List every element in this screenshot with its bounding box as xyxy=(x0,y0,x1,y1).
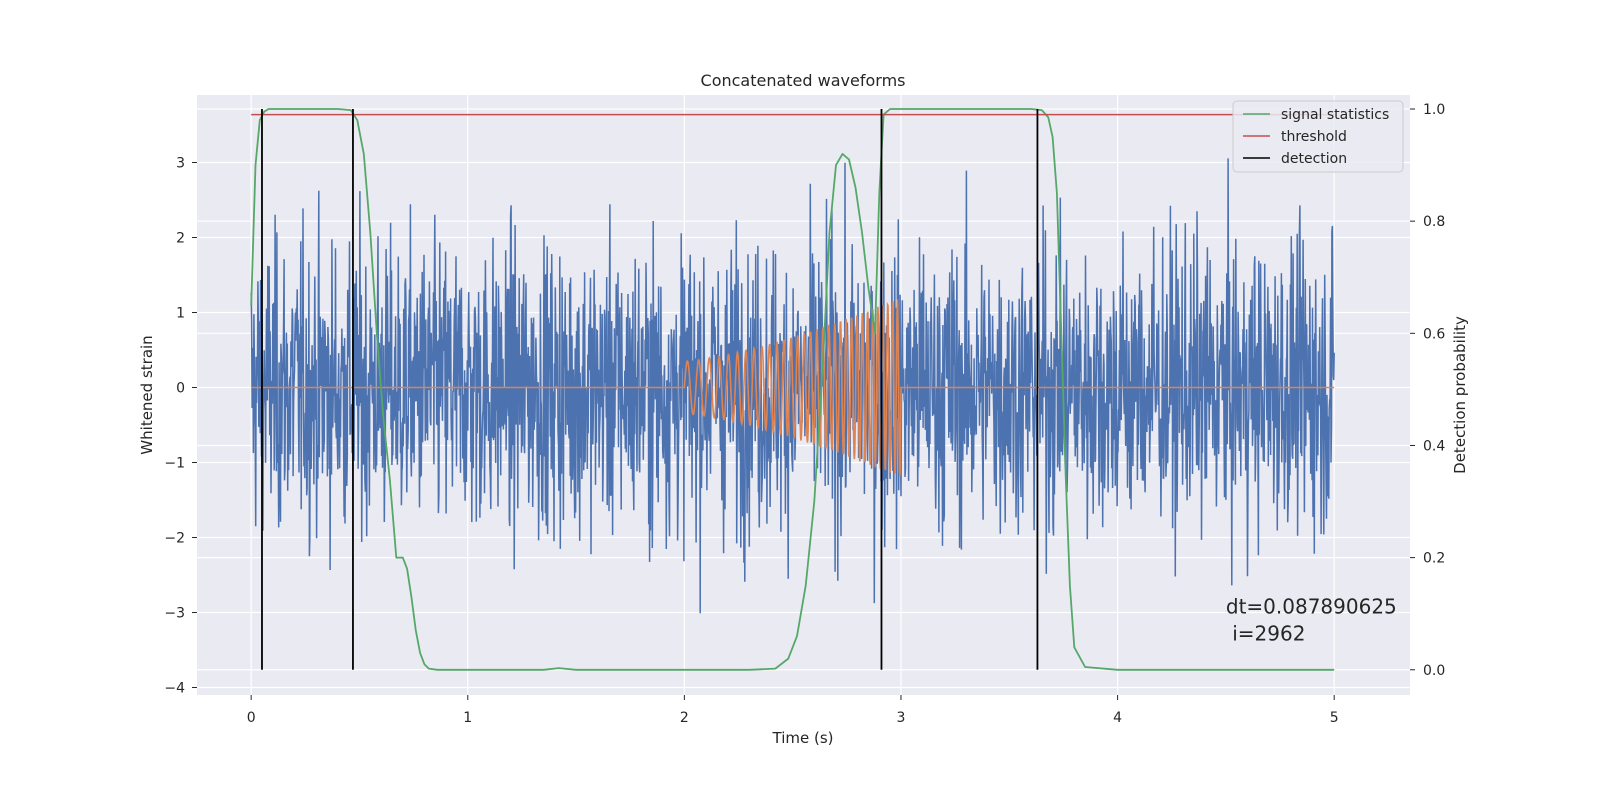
y-tick-label--3: −3 xyxy=(164,606,185,622)
right-axis-series xyxy=(250,108,1335,671)
noise-line xyxy=(250,158,1335,614)
y-tick-label--1: −1 xyxy=(164,456,185,472)
axes: 0 1 2 3 4 5 −4 −3 −2 −1 0 1 2 3 0.0 0.2 0.4 0.6 0.8 1.0 xyxy=(164,102,1445,726)
y-tick-label--4: −4 xyxy=(164,681,185,697)
y-right-tick-label-4: 0.8 xyxy=(1423,214,1445,230)
signal-statistics-line xyxy=(250,108,1335,671)
legend-box xyxy=(1232,100,1404,173)
y-tick-label--2: −2 xyxy=(164,531,185,547)
injection-line xyxy=(251,299,1335,477)
y-right-tick-label-1: 0.2 xyxy=(1423,551,1445,567)
injection-series xyxy=(251,299,1335,477)
y-right-tick-label-5: 1.0 xyxy=(1423,102,1445,118)
x-axis-label: Time (s) xyxy=(772,729,834,747)
x-tick-label-3: 3 xyxy=(897,710,906,726)
y-axis-label-right: Detection probability xyxy=(1451,316,1469,474)
legend-label-signal-statistics: signal statistics xyxy=(1281,107,1389,123)
y-tick-label-2: 2 xyxy=(176,231,185,247)
x-tick-label-5: 5 xyxy=(1330,710,1339,726)
y-tick-label-3: 3 xyxy=(176,156,185,172)
y-axis-label: Whitened strain xyxy=(138,335,156,454)
noise-series xyxy=(250,158,1335,614)
x-tick-label-2: 2 xyxy=(680,710,689,726)
y-tick-label-1: 1 xyxy=(176,306,185,322)
annotation-index: i=2962 xyxy=(1226,622,1306,646)
y-right-tick-label-2: 0.4 xyxy=(1423,438,1445,454)
y-tick-label-0: 0 xyxy=(176,381,185,397)
legend-label-detection: detection xyxy=(1281,151,1347,167)
x-tick-label-1: 1 xyxy=(463,710,472,726)
legend: signal statistics threshold detection xyxy=(1232,100,1404,173)
y-right-tick-label-3: 0.6 xyxy=(1423,326,1445,342)
legend-label-threshold: threshold xyxy=(1281,129,1347,145)
y-right-tick-label-0: 0.0 xyxy=(1423,663,1445,679)
x-tick-label-0: 0 xyxy=(247,710,256,726)
annotation-dt: dt=0.087890625 xyxy=(1226,595,1397,619)
chart-title: Concatenated waveforms xyxy=(701,71,906,90)
x-tick-label-4: 4 xyxy=(1113,710,1122,726)
